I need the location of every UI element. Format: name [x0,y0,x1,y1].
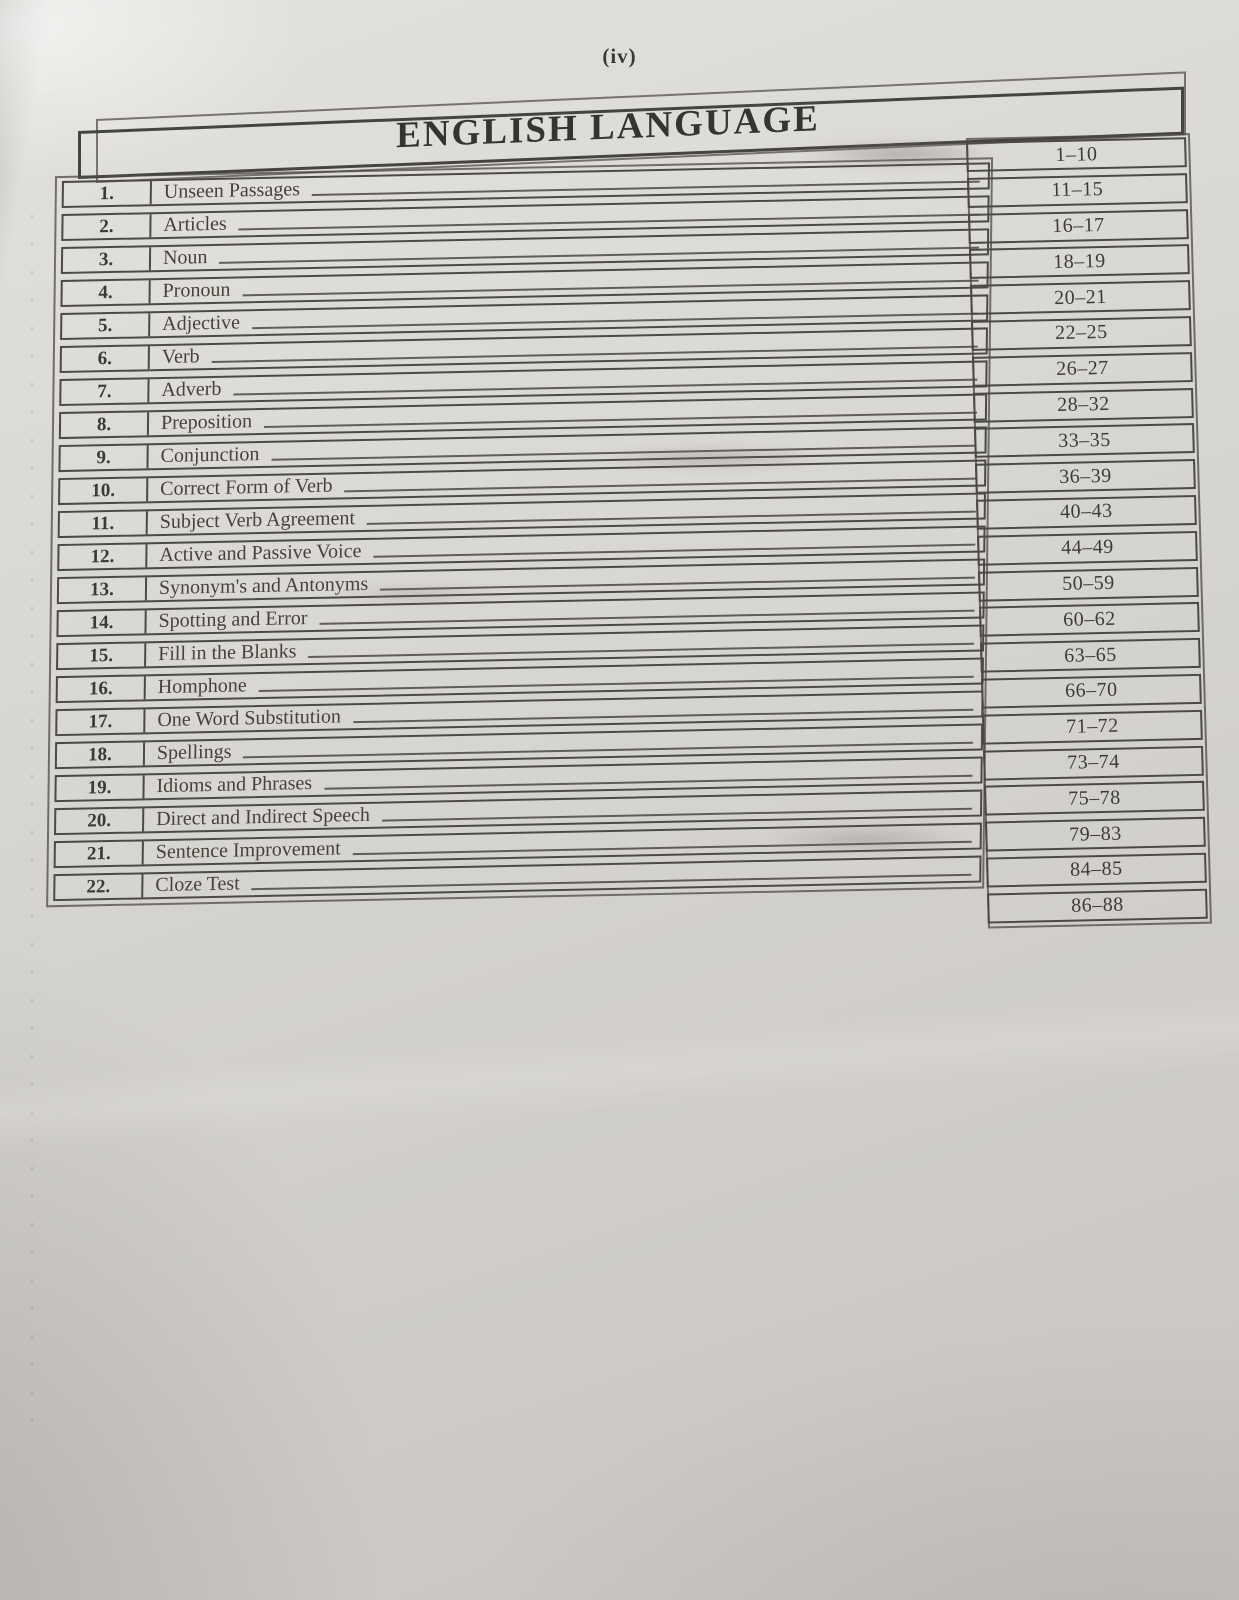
bleed-through-smudge [590,446,830,470]
bleed-through-smudge [800,140,1000,168]
bleed-through-smudge [330,584,500,604]
paper-crease-highlight [0,960,1239,1180]
toc-topics-table-frame [46,157,994,908]
toc-pages-column: 1–10 11–15 16–17 18–19 20–21 22–25 26–27… [965,133,1212,929]
binding-dots-decoration [31,215,33,1445]
page-number-label: (iv) [602,44,637,68]
bleed-through-smudge [760,826,970,852]
toc-pages-column-frame [965,133,1212,929]
toc-topics-table: 1. Unseen Passages 2. Articles 3. Noun 4… [46,157,994,908]
